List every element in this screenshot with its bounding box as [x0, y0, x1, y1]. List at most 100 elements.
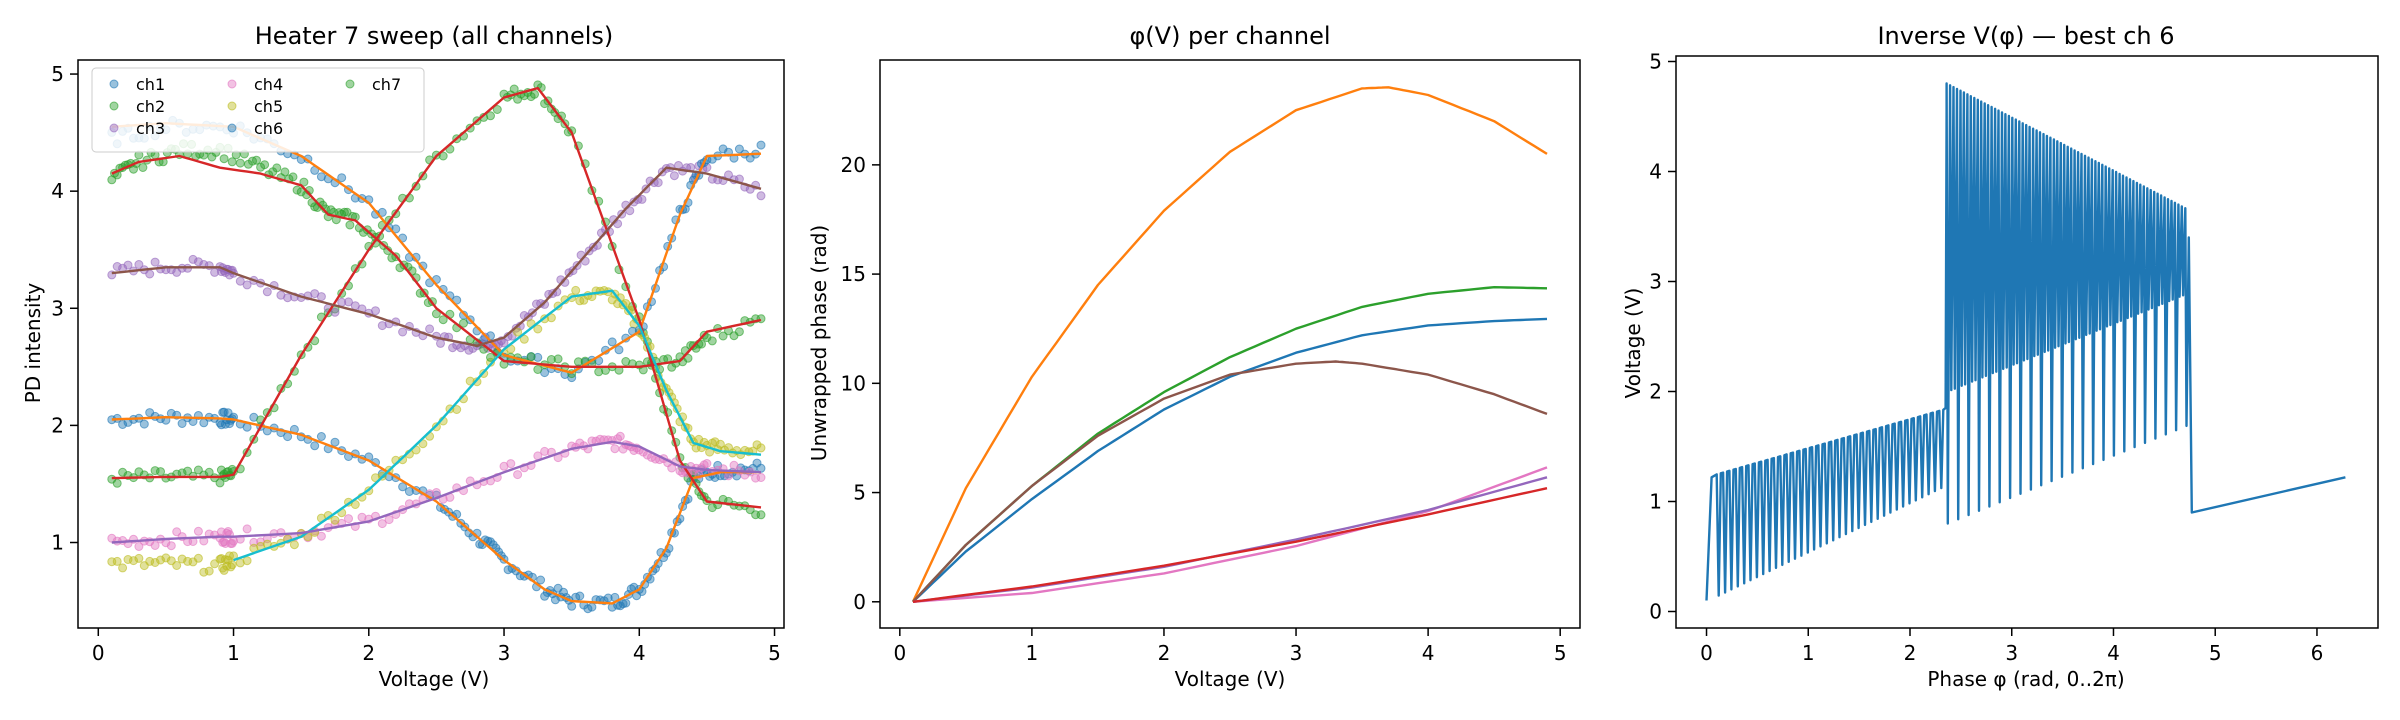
y-tick-label: 5 [1649, 50, 1662, 74]
data-point [150, 558, 160, 567]
legend-marker [109, 101, 119, 111]
y-tick-label: 5 [853, 481, 866, 505]
data-point [262, 287, 272, 297]
data-point [150, 257, 160, 267]
x-tick-label: 4 [633, 641, 646, 665]
data-point [289, 540, 299, 550]
data-point [193, 526, 203, 536]
data-point [150, 466, 160, 476]
data-point [330, 515, 340, 525]
phase-curve [911, 86, 1548, 603]
data-point [756, 191, 766, 201]
data-point [316, 292, 326, 302]
data-point [707, 503, 717, 513]
data-point [607, 337, 617, 347]
axes-frame [1675, 55, 2379, 629]
y-tick-label: 10 [841, 371, 866, 395]
data-point [371, 306, 380, 316]
axes-frame [77, 59, 785, 629]
fit-line [111, 440, 762, 544]
legend-label: ch2 [136, 97, 165, 116]
panel-inverse-voltage: Inverse V(φ) — best ch 6 Phase φ (rad, 0… [1621, 22, 2379, 691]
series-ch2 [107, 80, 766, 520]
fit-line [233, 289, 762, 562]
legend-label: ch7 [372, 75, 401, 94]
x-tick-label: 4 [1422, 641, 1435, 665]
legend-label: ch4 [254, 75, 283, 94]
x-axis-label: Voltage (V) [1175, 667, 1286, 691]
data-point [138, 163, 148, 172]
data-point [391, 224, 401, 234]
data-point [509, 84, 519, 94]
data-point [718, 331, 728, 341]
data-point [172, 561, 182, 570]
data-point [199, 567, 209, 577]
data-point [398, 455, 408, 465]
data-point [425, 324, 435, 334]
axis-ticks: 0 1 2 3 4 5 1 2 3 4 5 [51, 62, 781, 665]
data-point [339, 207, 349, 217]
y-tick-label: 20 [841, 153, 866, 177]
data-point [587, 602, 597, 612]
data-point [536, 575, 546, 585]
data-point [438, 315, 448, 325]
data-point [513, 470, 523, 480]
data-point [145, 556, 155, 566]
y-axis-label: PD intensity [21, 283, 45, 404]
data-point [118, 420, 128, 429]
data-point [575, 591, 585, 601]
legend-label: ch6 [254, 119, 283, 138]
data-point [553, 354, 563, 364]
data-point [326, 205, 336, 215]
data-point [533, 324, 543, 334]
data-point [344, 514, 353, 524]
legend-marker [109, 79, 119, 89]
data-point [235, 158, 245, 168]
x-tick-label: 5 [768, 641, 781, 665]
data-point [452, 405, 462, 414]
data-point [513, 327, 523, 337]
data-point [729, 460, 739, 470]
axes-frame [879, 59, 1581, 629]
chart-title: Inverse V(φ) — best ch 6 [1877, 22, 2174, 50]
data-point [161, 553, 171, 563]
data-point [150, 541, 160, 550]
data-point [610, 444, 620, 454]
x-tick-label: 0 [92, 641, 105, 665]
x-tick-label: 4 [2107, 641, 2120, 665]
data-point [669, 171, 679, 181]
x-tick-label: 1 [1026, 641, 1039, 665]
data-point [242, 280, 252, 290]
data-point [637, 194, 647, 204]
legend-label: ch5 [254, 97, 283, 116]
data-point [193, 465, 203, 475]
data-point [653, 178, 663, 188]
data-point [756, 443, 766, 453]
y-tick-label: 5 [51, 62, 64, 86]
y-tick-label: 0 [1649, 600, 1662, 624]
plot-area [1705, 82, 2346, 601]
data-point [123, 260, 133, 270]
data-point [129, 556, 138, 566]
y-tick-label: 0 [853, 590, 866, 614]
data-point [667, 463, 677, 473]
x-tick-label: 0 [1700, 641, 1713, 665]
x-axis-label: Voltage (V) [379, 667, 490, 691]
data-point [330, 437, 340, 447]
legend-box [91, 67, 425, 153]
x-tick-label: 1 [1802, 641, 1815, 665]
y-tick-label: 15 [841, 262, 866, 286]
fit-line [111, 154, 762, 368]
phase-curve [912, 360, 1548, 603]
legend-marker [109, 123, 119, 133]
axis-ticks: 0 1 2 3 4 5 6 0 1 2 3 4 5 [1649, 50, 2323, 666]
data-point [756, 140, 766, 150]
panel-phase-per-channel: φ(V) per channel Voltage (V) Unwrapped p… [807, 22, 1581, 691]
data-point [118, 563, 128, 573]
data-point [276, 290, 286, 300]
legend: ch1 ch2 ch3 ch4 ch5 ch6 ch7 [91, 67, 425, 153]
data-point [330, 307, 340, 317]
data-point [112, 262, 122, 271]
data-point [710, 437, 720, 447]
data-point [316, 432, 326, 441]
